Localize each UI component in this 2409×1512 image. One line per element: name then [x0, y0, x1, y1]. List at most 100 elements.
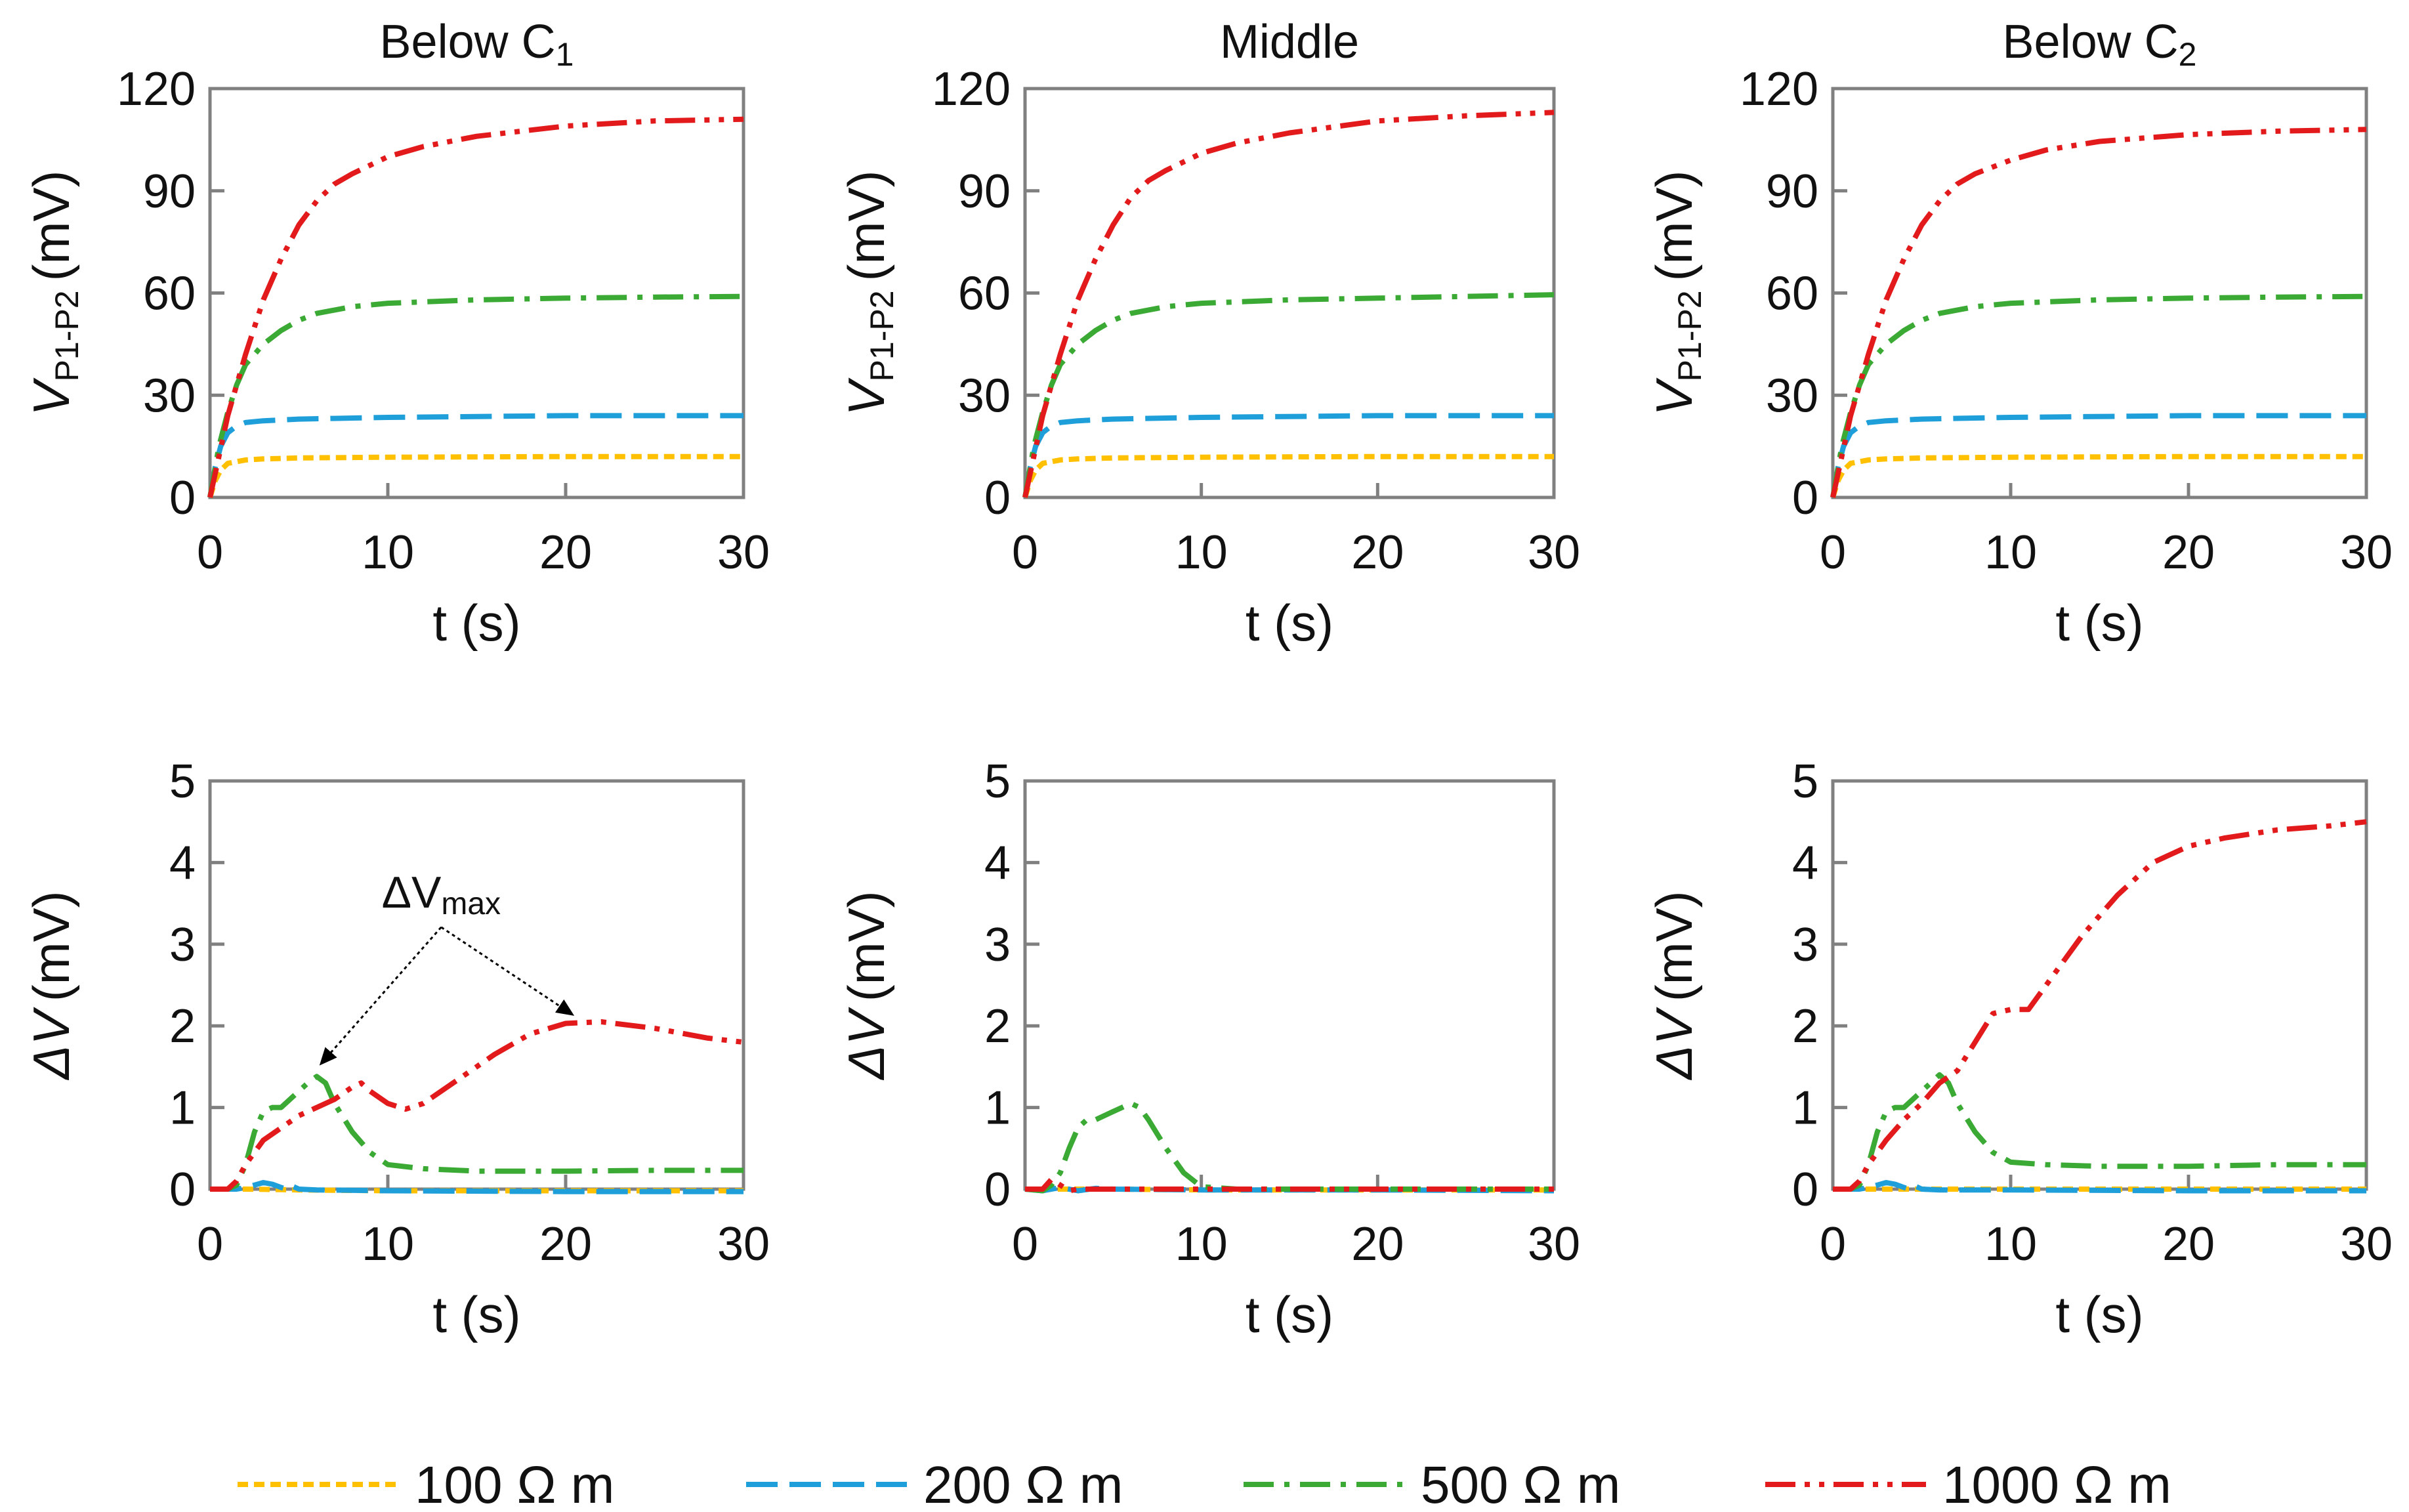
- x-tick-label: 0: [1820, 1218, 1846, 1270]
- x-axis-label: t (s): [1246, 1286, 1333, 1343]
- x-tick-label: 0: [197, 526, 223, 579]
- x-tick-label: 20: [1351, 526, 1404, 579]
- panel-title: Middle: [1220, 16, 1359, 68]
- x-axis-label: t (s): [432, 594, 520, 652]
- y-axis-label-unit: (mV): [1645, 171, 1703, 282]
- y-tick-label: 30: [1766, 369, 1818, 422]
- y-axis-label-symbol: ΔV: [837, 1006, 895, 1080]
- y-tick-label: 2: [169, 1000, 196, 1053]
- y-axis-label-subscript: P1-P2: [864, 290, 900, 381]
- chart-panel-bottom-right: 0 10 20 30 0 1 2 3 4 5 t (s) ΔV(mV): [1645, 755, 2393, 1343]
- y-axis-label: VP1-P2 (mV): [837, 171, 900, 416]
- y-axis-label: ΔV(mV): [22, 891, 80, 1080]
- annotation-subscript: max: [441, 887, 501, 921]
- plot-area: [208, 87, 745, 499]
- legend-label: 1000 Ω m: [1942, 1456, 2171, 1512]
- panel-title-subscript: 2: [2179, 36, 2197, 73]
- x-tick-label: 20: [539, 1218, 592, 1270]
- y-tick-label: 5: [1792, 755, 1818, 808]
- plot-area: [208, 779, 745, 1191]
- plot-area: [1023, 87, 1556, 499]
- y-tick-label: 0: [1792, 1164, 1818, 1216]
- series-line-500-m: [1024, 1101, 1554, 1194]
- series-line-1000-m: [1833, 819, 2367, 1192]
- y-tick-label: 60: [1766, 268, 1818, 320]
- y-tick-label: 4: [169, 837, 196, 889]
- x-tick-label: 10: [1984, 526, 2037, 579]
- series-line-1000-m: [1022, 110, 1555, 498]
- y-tick-label: 4: [1792, 837, 1818, 889]
- x-axis-label: t (s): [1246, 594, 1333, 652]
- y-tick-label: 2: [984, 1000, 1011, 1053]
- y-tick-label: 120: [932, 63, 1011, 116]
- y-axis-label: VP1-P2 (mV): [22, 171, 85, 416]
- series-line-500-m: [1833, 1072, 2366, 1192]
- y-tick-label: 2: [1792, 1000, 1818, 1053]
- legend-item: 1000 Ω m: [1765, 1456, 2171, 1512]
- series-line-500-m: [1022, 292, 1555, 498]
- x-tick-label: 10: [1984, 1218, 2037, 1270]
- y-axis-label: ΔV(mV): [837, 891, 895, 1080]
- y-tick-label: 90: [958, 165, 1011, 218]
- y-axis-label-unit: (mV): [837, 171, 895, 282]
- x-tick-label: 30: [1528, 526, 1580, 579]
- x-axis-label: t (s): [2055, 1286, 2143, 1343]
- legend-item: 500 Ω m: [1244, 1456, 1620, 1512]
- x-tick-label: 30: [2340, 526, 2393, 579]
- y-axis-label-unit: (mV): [22, 171, 80, 282]
- series-line-1000-m: [1830, 127, 2367, 498]
- y-axis-label-symbol: V: [1645, 377, 1703, 415]
- series-line-500-m: [1830, 293, 2367, 498]
- y-axis-label-symbol: ΔV: [22, 1006, 80, 1080]
- chart-panel-bottom-middle: 0 10 20 30 0 1 2 3 4 5 t (s) ΔV(mV): [837, 755, 1580, 1343]
- legend-label: 500 Ω m: [1421, 1456, 1620, 1512]
- series-line-1000-m: [1025, 1177, 1554, 1194]
- y-tick-label: 0: [1792, 472, 1818, 524]
- plot-area: [1023, 779, 1556, 1191]
- legend-item: 100 Ω m: [238, 1456, 614, 1512]
- x-tick-label: 20: [1351, 1218, 1404, 1270]
- x-tick-label: 10: [362, 1218, 414, 1270]
- y-axis-label-subscript: P1-P2: [1671, 290, 1708, 381]
- x-tick-label: 20: [2162, 1218, 2215, 1270]
- y-tick-label: 4: [984, 837, 1011, 889]
- panel-title: Below C1: [380, 16, 574, 73]
- y-tick-label: 1: [1792, 1082, 1818, 1135]
- y-tick-label: 0: [169, 1164, 196, 1216]
- y-tick-label: 30: [958, 369, 1011, 422]
- y-axis-label-unit: (mV): [837, 891, 895, 1001]
- legend-item: 200 Ω m: [746, 1456, 1123, 1512]
- series-line-100-m: [207, 453, 744, 499]
- plot-area: [1831, 87, 2368, 499]
- y-tick-label: 60: [958, 268, 1011, 320]
- annotation-arrow: [440, 926, 575, 1016]
- legend-label: 200 Ω m: [923, 1456, 1123, 1512]
- y-tick-label: 0: [984, 472, 1011, 524]
- y-tick-label: 90: [143, 165, 196, 218]
- x-tick-label: 0: [1012, 1218, 1038, 1270]
- panel-title-text: Middle: [1220, 16, 1359, 68]
- panel-title-text: Below C: [380, 16, 556, 68]
- y-tick-label: 1: [169, 1082, 196, 1135]
- panel-title: Below C2: [2003, 16, 2197, 73]
- annotation-label: ΔVmax: [382, 868, 501, 921]
- legend-label: 100 Ω m: [415, 1456, 614, 1512]
- panel-title-subscript: 1: [556, 36, 574, 73]
- y-tick-label: 0: [169, 472, 196, 524]
- y-tick-label: 120: [1740, 63, 1818, 116]
- plot-area: [1831, 779, 2368, 1191]
- y-tick-label: 3: [169, 919, 196, 971]
- y-tick-label: 120: [117, 63, 196, 116]
- y-tick-label: 60: [143, 268, 196, 320]
- y-axis-label: VP1-P2 (mV): [1645, 171, 1708, 416]
- annotation-arrow: [319, 926, 442, 1066]
- y-tick-label: 3: [1792, 919, 1818, 971]
- x-tick-label: 10: [362, 526, 414, 579]
- series-line-500-m: [210, 1074, 744, 1192]
- x-axis-label: t (s): [2055, 594, 2143, 652]
- legend: 100 Ω m 200 Ω m 500 Ω m 1000 Ω m: [238, 1456, 2171, 1512]
- series-line-100-m: [1830, 453, 2366, 499]
- y-tick-label: 1: [984, 1082, 1011, 1135]
